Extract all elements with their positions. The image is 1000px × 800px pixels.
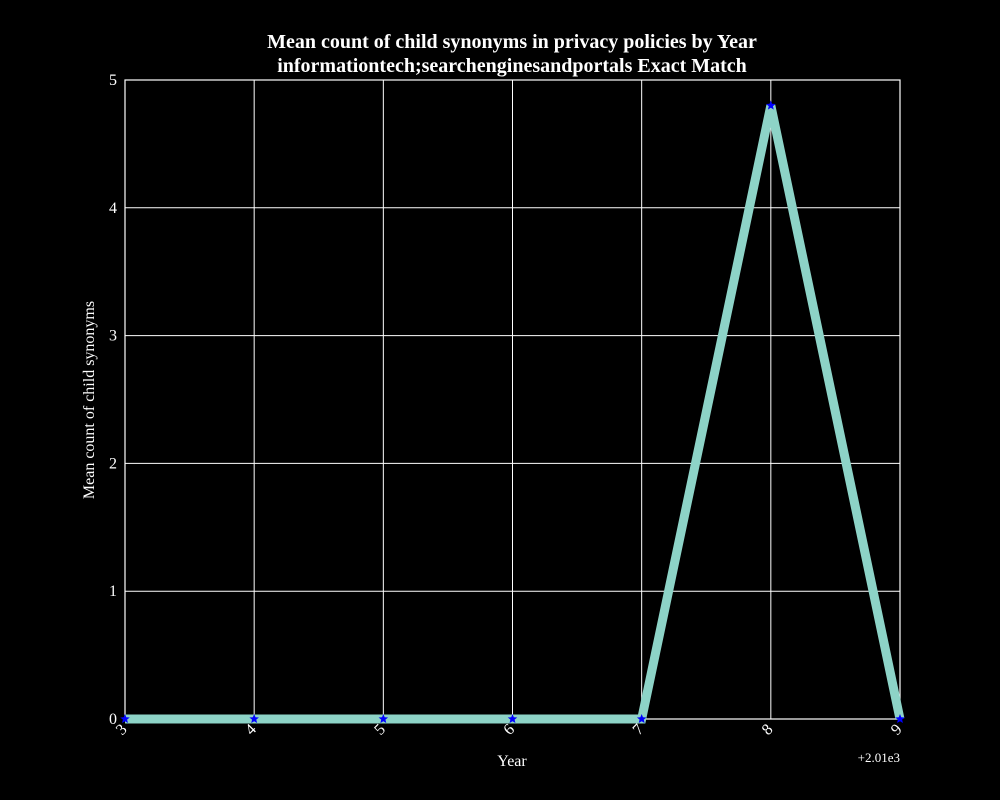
x-tick-label: 9 [888,721,906,739]
data-point [895,714,905,724]
data-point [507,714,518,724]
x-offset-label: +2.01e3 [858,750,900,765]
series-markers [120,100,905,724]
chart-subtitle: informationtech;searchenginesandportals … [277,55,747,77]
x-tick-label: 7 [630,721,648,739]
x-tick-label: 4 [242,721,260,739]
y-tick-label: 3 [109,328,117,345]
x-tick-label: 6 [500,721,518,739]
y-tick-label: 4 [109,200,117,217]
chart-title: Mean count of child synonyms in privacy … [267,31,757,53]
data-point [378,714,389,724]
x-axis-label: Year [497,753,527,770]
x-tick-label: 5 [371,721,389,739]
data-point [636,714,647,724]
data-point [766,100,776,110]
data-point [249,714,259,724]
y-tick-label: 0 [109,711,117,728]
y-tick-label: 2 [109,455,117,472]
y-axis-label: Mean count of child synonyms [81,301,98,499]
x-tick-label: 8 [759,721,777,739]
data-point [120,714,130,724]
y-ticks: 0 1 2 3 4 5 [109,72,117,728]
y-tick-label: 1 [109,583,117,600]
y-tick-label: 5 [109,72,117,89]
